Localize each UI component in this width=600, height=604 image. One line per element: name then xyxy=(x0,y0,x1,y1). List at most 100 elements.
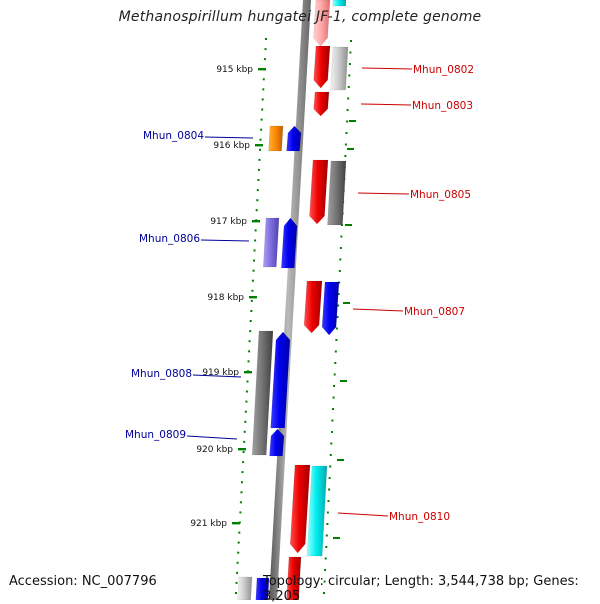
guide-dot xyxy=(248,350,251,353)
guide-dash xyxy=(343,302,350,304)
ruler-label: 919 kbp xyxy=(202,368,239,378)
guide-dot xyxy=(327,500,330,502)
guide-dot xyxy=(346,120,349,123)
gene-leader-line xyxy=(352,308,404,312)
guide-dot xyxy=(335,339,338,341)
guide-dot xyxy=(323,580,326,583)
guide-dot xyxy=(239,501,242,504)
guide-dot xyxy=(242,461,245,464)
guide-dot xyxy=(235,592,237,594)
ruler-label: 915 kbp xyxy=(216,65,253,75)
guide-dot xyxy=(335,327,338,330)
ruler-tick xyxy=(258,68,266,71)
ruler-label: 918 kbp xyxy=(207,293,244,303)
guide-dot xyxy=(333,385,336,387)
guide-dot xyxy=(340,235,343,238)
guide-dot xyxy=(241,481,243,484)
guide-dot xyxy=(260,128,263,131)
ruler-tick xyxy=(232,522,240,525)
guide-dot xyxy=(324,569,327,571)
guide-dot xyxy=(329,454,332,456)
gene-block xyxy=(313,45,331,89)
guide-dot xyxy=(250,299,253,302)
guide-dot xyxy=(253,259,255,262)
gene-block xyxy=(251,330,274,456)
guide-dot xyxy=(237,541,240,544)
guide-dot xyxy=(339,258,342,261)
guide-dot xyxy=(256,189,259,192)
gene-leader-line xyxy=(360,103,412,106)
gene-block xyxy=(263,217,280,268)
guide-dot xyxy=(250,310,253,312)
guide-dot xyxy=(262,78,265,81)
guide-dot xyxy=(325,534,328,537)
ruler-tick xyxy=(255,144,263,147)
gene-block xyxy=(306,465,328,557)
ruler-label: 921 kbp xyxy=(190,519,227,529)
guide-dot xyxy=(263,58,266,61)
ruler-label: 916 kbp xyxy=(213,141,250,151)
ruler-tick xyxy=(252,220,260,223)
ruler-tick xyxy=(244,371,252,374)
guide-dot xyxy=(339,247,342,249)
guide-dot xyxy=(337,293,340,295)
guide-dash xyxy=(333,537,340,539)
guide-dot xyxy=(238,531,241,534)
guide-dot xyxy=(347,86,350,88)
guide-dot xyxy=(262,88,265,91)
ruler-label: 920 kbp xyxy=(196,445,233,455)
guide-dot xyxy=(249,320,252,322)
guide-dot xyxy=(259,138,262,141)
gene-block xyxy=(237,576,253,601)
gene-block xyxy=(270,331,291,429)
guide-dot xyxy=(260,118,263,121)
guide-dot xyxy=(258,158,261,161)
guide-dot xyxy=(241,471,244,474)
guide-dot xyxy=(257,168,260,171)
guide-dot xyxy=(251,289,254,292)
gene-block xyxy=(309,159,329,225)
guide-dash xyxy=(340,380,347,382)
guide-dot xyxy=(256,199,259,202)
guide-dot xyxy=(252,269,255,272)
gene-leader-line xyxy=(200,239,250,242)
guide-dot xyxy=(328,488,331,491)
guide-dot xyxy=(346,109,349,111)
guide-dot xyxy=(264,48,267,51)
gene-label: Mhun_0808 xyxy=(131,368,192,380)
gene-block xyxy=(321,281,340,336)
ruler-label: 917 kbp xyxy=(210,217,247,227)
guide-dot xyxy=(257,179,260,181)
gene-label: Mhun_0803 xyxy=(412,100,473,112)
guide-dot xyxy=(330,442,333,445)
guide-dash xyxy=(349,120,356,122)
guide-dot xyxy=(254,229,257,232)
guide-dot xyxy=(344,143,347,146)
gene-block xyxy=(330,46,349,91)
gene-block xyxy=(281,217,298,269)
guide-dot xyxy=(349,51,352,54)
guide-dot xyxy=(243,440,246,443)
guide-dot xyxy=(242,451,245,453)
guide-dot xyxy=(329,465,332,468)
guide-dot xyxy=(323,592,325,594)
guide-dot xyxy=(334,350,337,353)
guide-dot xyxy=(338,270,341,272)
guide-dot xyxy=(348,74,351,77)
guide-dot xyxy=(251,279,254,282)
guide-dot xyxy=(328,477,331,479)
guide-dot xyxy=(240,491,243,494)
gene-block xyxy=(286,125,302,152)
gene-leader-line xyxy=(204,136,254,139)
gene-block xyxy=(289,464,311,554)
guide-dot xyxy=(261,108,264,111)
gene-leader-line xyxy=(337,512,389,517)
guide-dot xyxy=(333,373,336,376)
guide-dot xyxy=(348,63,351,65)
ruler-tick xyxy=(238,448,246,451)
guide-dot xyxy=(330,431,333,433)
gene-block xyxy=(313,0,331,47)
guide-dot xyxy=(337,304,340,307)
